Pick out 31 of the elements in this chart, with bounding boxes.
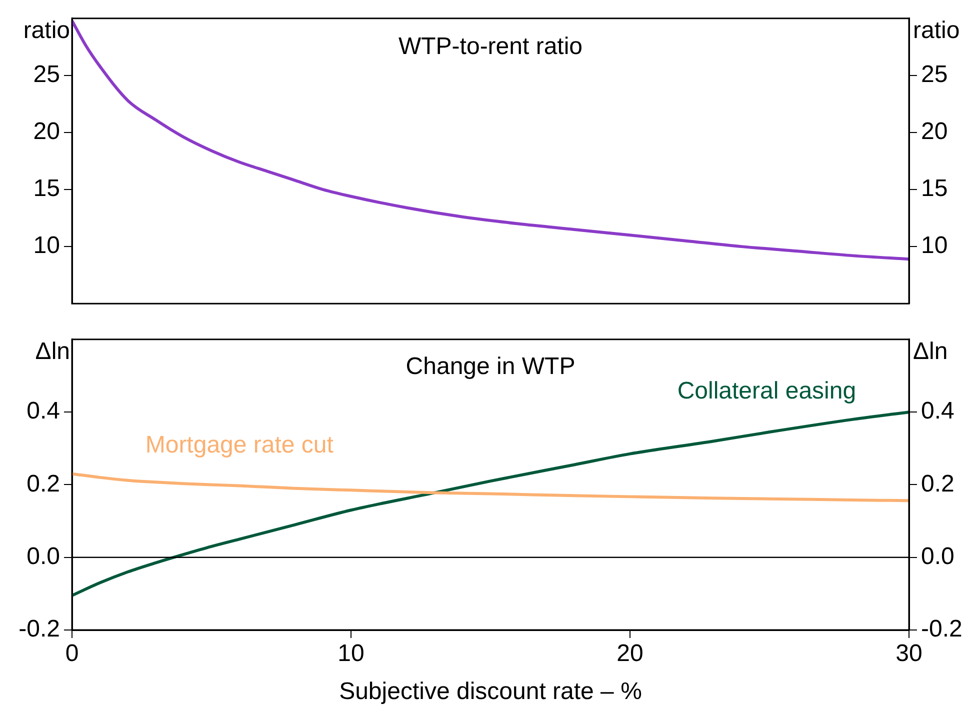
- x-tick-label: 10: [338, 640, 364, 668]
- x-tick-label: 30: [896, 640, 922, 668]
- series-label: Collateral easing: [677, 378, 856, 405]
- y2-tick-label: 0.0: [921, 542, 954, 570]
- y2-tick-label: -0.2: [921, 616, 962, 643]
- y-tick-label: 10: [33, 232, 60, 260]
- y-axis-title: ratio: [23, 17, 70, 44]
- y2-tick-label: 0.4: [921, 398, 954, 425]
- x-tick-label: 0: [65, 640, 79, 668]
- y-tick-label: 0.0: [26, 542, 60, 570]
- y-tick-label: 15: [33, 175, 60, 202]
- y2-axis-title: ratio: [913, 17, 960, 44]
- line-series: [72, 472, 909, 502]
- y2-tick-label: 25: [921, 61, 948, 88]
- text: Change in WTP: [406, 353, 576, 380]
- y-tick-label: 20: [33, 118, 60, 146]
- y-tick-label: 0.2: [26, 470, 60, 498]
- x-tick-label: 20: [616, 640, 644, 668]
- x-axis-title: Subjective discount rate – %: [339, 678, 642, 706]
- y2-axis-title: Δln: [913, 338, 948, 366]
- y-tick-label: -0.2: [18, 616, 60, 643]
- series-label: Mortgage rate cut: [145, 431, 334, 458]
- y2-tick-label: 15: [921, 175, 948, 202]
- y2-tick-label: 10: [921, 232, 948, 260]
- line-series: [72, 19, 909, 261]
- y-tick-label: 0.4: [26, 398, 60, 425]
- y-tick-label: 25: [33, 61, 60, 88]
- y-axis-title: Δln: [35, 338, 70, 366]
- text: WTP-to-rent ratio: [398, 33, 583, 60]
- y2-tick-label: 20: [921, 118, 948, 146]
- y2-tick-label: 0.2: [921, 470, 954, 498]
